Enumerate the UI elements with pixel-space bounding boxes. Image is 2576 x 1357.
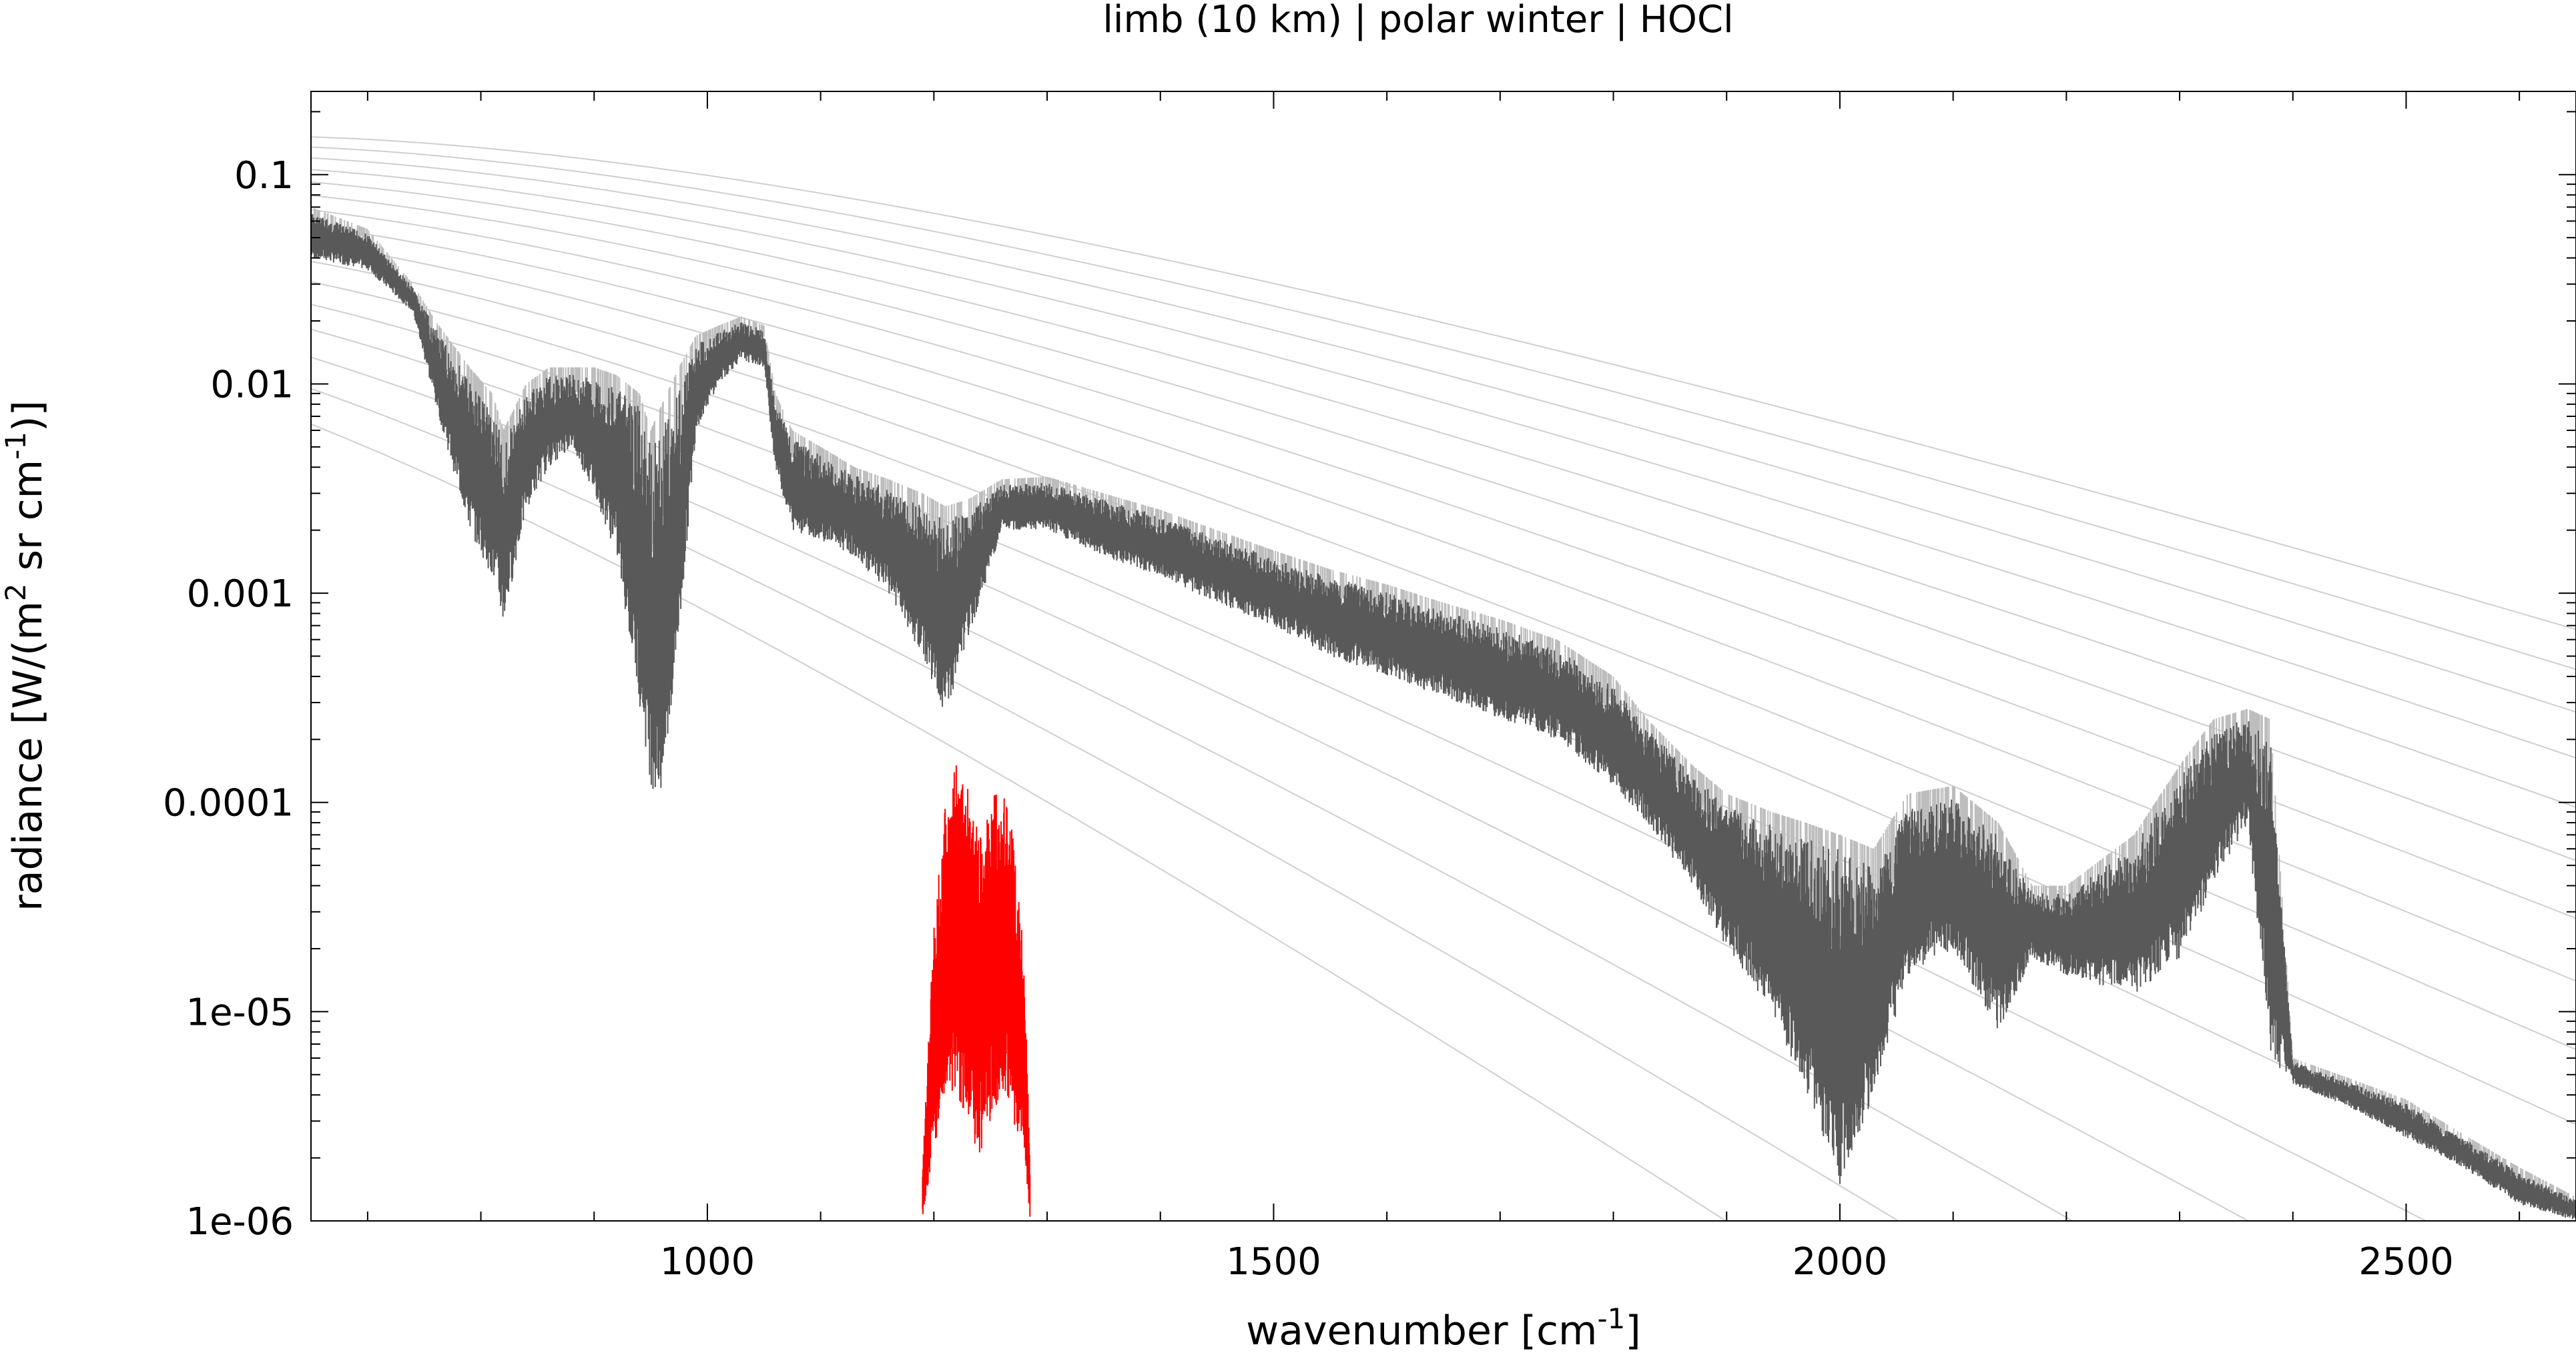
y-axis-label-end: )] [5,400,51,432]
spectrum-series [311,208,2576,1220]
x-axis-label-sup: -1 [1598,1302,1626,1335]
y-tick-label-2: 0.001 [187,572,294,616]
y-axis-label-base: radiance [W/(m [5,601,51,911]
planck-curve-150K [311,423,1727,1221]
y-tick-label-0: 0.1 [234,154,294,197]
planck-curve-300K [311,136,2576,630]
y-axis-label: radiance [W/(m2 sr cm-1)] [0,400,51,911]
x-axis-ticks: 1000 1500 2000 2500 [366,91,2521,1284]
hocl-spectrum-envelope [922,765,1031,1217]
y-axis-ticks: 0.1 0.01 0.001 0.0001 1e-05 1e-06 [163,111,2576,1244]
x-tick-label-2000: 2000 [1793,1240,1888,1284]
x-tick-label-1000: 1000 [660,1240,755,1284]
planck-curve-280K [311,157,2576,713]
y-tick-label-5: 1e-06 [186,1200,294,1244]
y-axis-label-sup2: -1 [0,432,32,460]
x-tick-label-1500: 1500 [1226,1240,1321,1284]
y-tick-label-1: 0.01 [210,363,294,406]
y-axis-label-sup1: 2 [0,583,32,601]
x-axis-label-end: ] [1625,1308,1640,1354]
x-tick-label-2500: 2500 [2358,1240,2454,1284]
y-axis-label-mid: sr cm [5,460,51,584]
planck-curve-160K [311,388,1900,1221]
y-tick-label-3: 0.0001 [163,782,294,825]
planck-curve-290K [311,146,2576,670]
total-spectrum-envelope [311,213,2576,1220]
y-tick-label-4: 1e-05 [186,991,294,1034]
chart-title: limb (10 km) | polar winter | HOCl [1102,0,1733,41]
x-axis-label-base: wavenumber [cm [1246,1308,1597,1354]
planck-curve-260K [311,181,2576,808]
x-axis-label: wavenumber [cm-1] [1246,1302,1641,1354]
planck-curve-270K [311,169,2576,759]
planck-curve-250K [311,195,2576,861]
